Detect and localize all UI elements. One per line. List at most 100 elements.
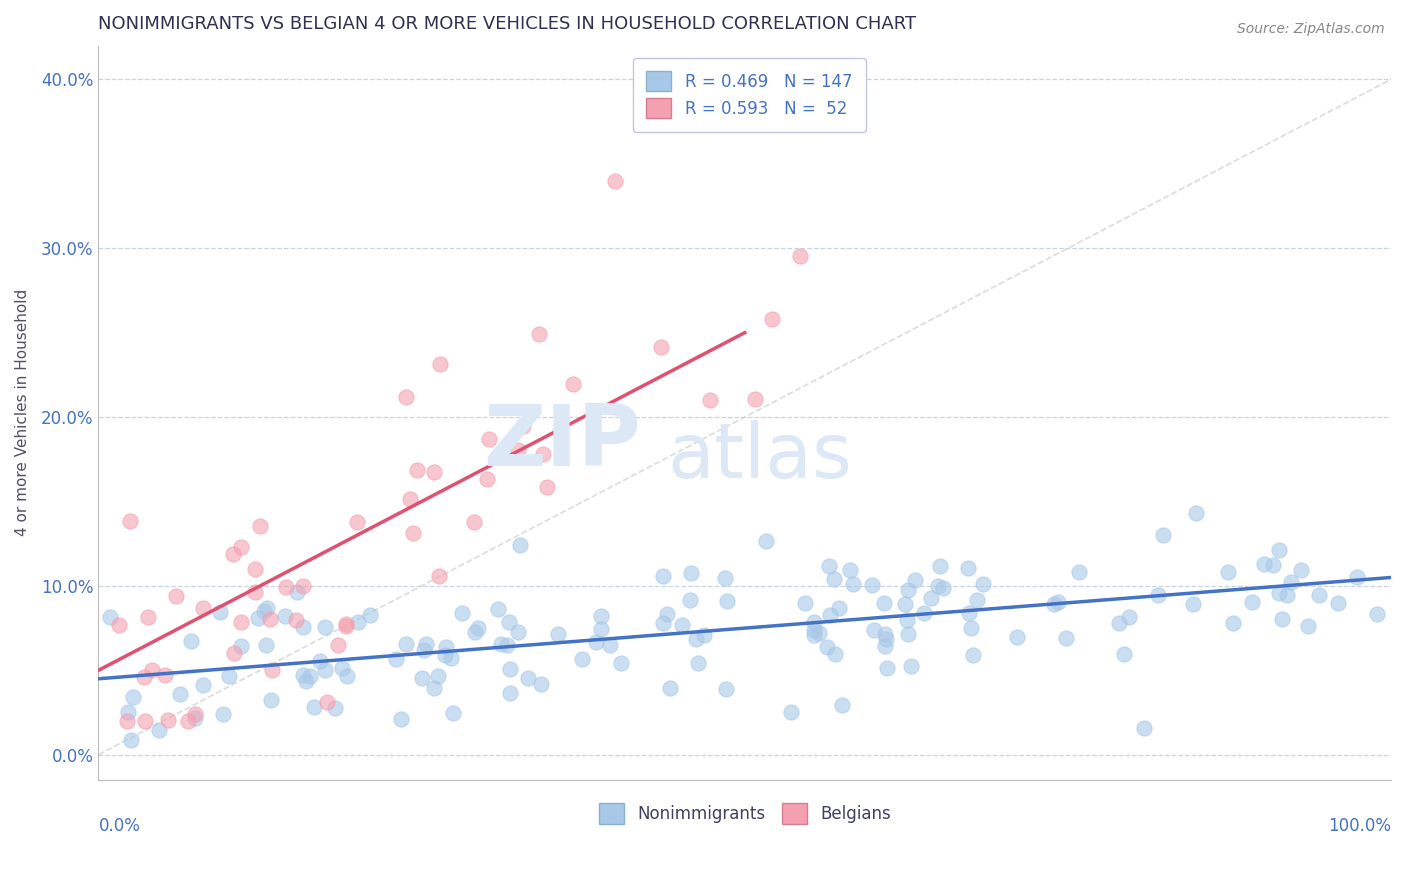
Point bbox=[191, 600, 214, 615]
Point bbox=[118, 514, 141, 528]
Point bbox=[330, 660, 353, 674]
Point bbox=[120, 733, 142, 747]
Point bbox=[274, 581, 297, 595]
Point bbox=[658, 681, 681, 696]
Point bbox=[486, 601, 509, 615]
Text: atlas: atlas bbox=[668, 420, 852, 494]
Point bbox=[536, 480, 558, 494]
Point bbox=[688, 656, 710, 670]
Point bbox=[818, 559, 841, 574]
Point bbox=[591, 623, 613, 637]
Point bbox=[304, 699, 326, 714]
Point bbox=[499, 662, 522, 676]
Point bbox=[299, 669, 322, 683]
Point bbox=[1253, 557, 1275, 571]
Point bbox=[932, 581, 955, 595]
Point bbox=[274, 609, 297, 624]
Point bbox=[434, 648, 457, 662]
Point bbox=[165, 589, 187, 603]
Point bbox=[212, 706, 235, 721]
Point bbox=[153, 668, 176, 682]
Point bbox=[464, 624, 486, 639]
Point bbox=[346, 516, 368, 530]
Point bbox=[427, 569, 450, 583]
Point bbox=[530, 676, 553, 690]
Point bbox=[134, 714, 156, 728]
Point bbox=[229, 540, 252, 554]
Point bbox=[122, 690, 145, 704]
Point bbox=[395, 637, 418, 651]
Point bbox=[434, 640, 457, 654]
Point bbox=[863, 623, 886, 637]
Point bbox=[823, 572, 845, 586]
Point bbox=[1054, 631, 1077, 645]
Point bbox=[336, 668, 359, 682]
Point bbox=[467, 621, 489, 635]
Legend: Nonimmigrants, Belgians: Nonimmigrants, Belgians bbox=[592, 797, 897, 830]
Point bbox=[415, 637, 437, 651]
Point bbox=[517, 671, 540, 685]
Point bbox=[699, 393, 721, 408]
Point bbox=[818, 608, 841, 623]
Point bbox=[873, 596, 896, 610]
Point bbox=[395, 390, 418, 404]
Point bbox=[831, 698, 853, 712]
Point bbox=[295, 673, 318, 688]
Point bbox=[389, 712, 412, 726]
Point bbox=[451, 607, 474, 621]
Point bbox=[412, 642, 434, 657]
Point bbox=[423, 465, 446, 479]
Point bbox=[134, 670, 156, 684]
Point bbox=[1185, 506, 1208, 520]
Point bbox=[755, 533, 778, 548]
Point bbox=[184, 706, 207, 721]
Point bbox=[714, 681, 737, 696]
Point bbox=[789, 249, 811, 263]
Point bbox=[876, 661, 898, 675]
Point bbox=[441, 706, 464, 720]
Point bbox=[571, 652, 593, 666]
Point bbox=[761, 312, 783, 326]
Point bbox=[475, 472, 498, 486]
Point bbox=[1261, 558, 1284, 572]
Point bbox=[291, 579, 314, 593]
Point bbox=[180, 634, 202, 648]
Point bbox=[896, 614, 918, 628]
Point bbox=[218, 669, 240, 683]
Point bbox=[873, 639, 896, 653]
Point bbox=[243, 561, 266, 575]
Text: Source: ZipAtlas.com: Source: ZipAtlas.com bbox=[1237, 22, 1385, 37]
Point bbox=[115, 714, 138, 728]
Point bbox=[904, 574, 927, 588]
Point bbox=[1240, 594, 1263, 608]
Y-axis label: 4 or more Vehicles in Household: 4 or more Vehicles in Household bbox=[15, 289, 30, 536]
Point bbox=[402, 526, 425, 541]
Point bbox=[512, 418, 534, 433]
Point bbox=[815, 640, 838, 655]
Point bbox=[292, 667, 315, 681]
Point bbox=[685, 632, 707, 646]
Point bbox=[824, 647, 846, 661]
Point bbox=[894, 597, 917, 611]
Point bbox=[256, 601, 278, 615]
Point bbox=[875, 632, 897, 646]
Point bbox=[957, 606, 980, 620]
Point bbox=[1067, 565, 1090, 579]
Point bbox=[498, 615, 520, 629]
Point bbox=[1289, 563, 1312, 577]
Point bbox=[605, 174, 627, 188]
Point bbox=[1181, 597, 1204, 611]
Point bbox=[262, 663, 284, 677]
Point bbox=[117, 705, 139, 719]
Point bbox=[221, 547, 243, 561]
Point bbox=[335, 616, 357, 631]
Point bbox=[136, 610, 159, 624]
Point bbox=[657, 607, 679, 621]
Point bbox=[920, 591, 942, 605]
Point bbox=[927, 579, 949, 593]
Point bbox=[148, 723, 170, 738]
Point bbox=[440, 650, 463, 665]
Point bbox=[292, 620, 315, 634]
Point bbox=[191, 678, 214, 692]
Point bbox=[547, 627, 569, 641]
